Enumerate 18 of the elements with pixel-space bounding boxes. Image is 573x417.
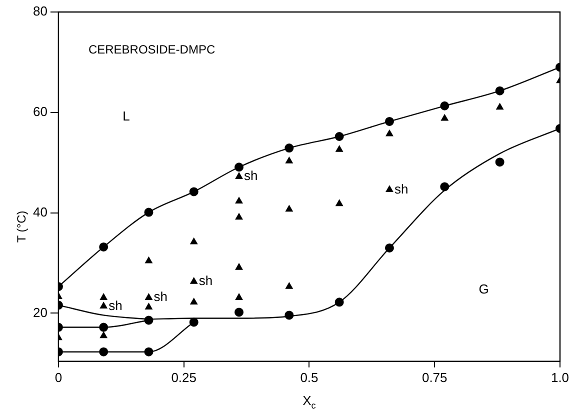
annotation: G: [478, 281, 489, 296]
annotation: sh: [244, 168, 258, 184]
x-tick-label: 0: [54, 370, 62, 385]
y-tick-label: 60: [32, 104, 48, 119]
annotation: sh: [108, 298, 122, 313]
annotation: sh: [394, 181, 408, 196]
x-tick-label: 0.5: [300, 370, 318, 385]
x-tick-label: 0.25: [171, 370, 196, 385]
text: CEREBROSIDE-DMPC: [88, 42, 216, 56]
annotation: sh: [154, 289, 168, 304]
y-tick-label: 80: [32, 4, 48, 19]
x-tick-label: 1.0: [550, 370, 570, 385]
x-tick-label: 0.75: [422, 370, 448, 385]
annotation: sh: [198, 273, 213, 288]
annotation: L: [122, 108, 130, 124]
y-tick-label: 40: [32, 204, 48, 220]
y-axis-title: T (°C): [14, 210, 28, 243]
y-tick-label: 20: [32, 304, 48, 320]
